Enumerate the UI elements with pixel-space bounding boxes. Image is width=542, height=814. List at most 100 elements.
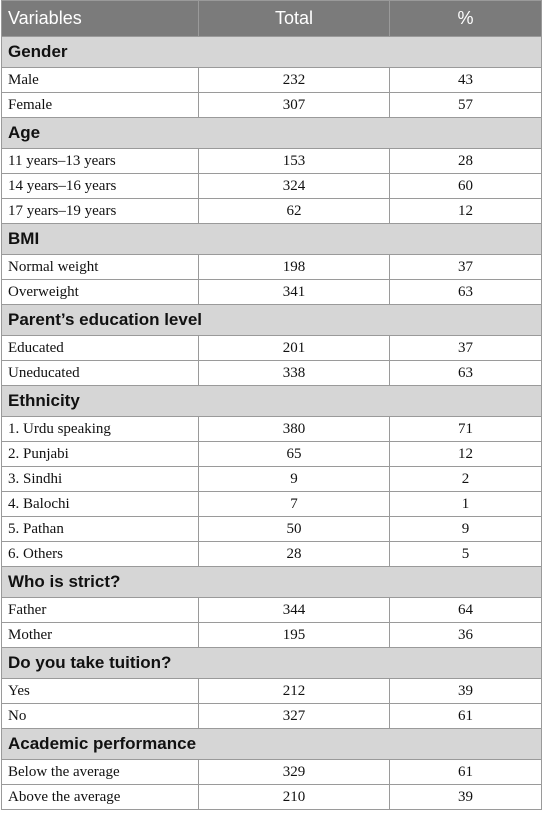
row-label: 3. Sindhi	[1, 466, 199, 492]
row-percent: 63	[389, 279, 542, 305]
row-label: No	[1, 703, 199, 729]
row-total: 344	[198, 597, 390, 623]
section-title: Age	[1, 117, 542, 149]
table-row: 11 years–13 years 153 28	[1, 148, 542, 174]
row-label: Uneducated	[1, 360, 199, 386]
table-row: 1. Urdu speaking 380 71	[1, 416, 542, 442]
section-title: Academic performance	[1, 728, 542, 760]
row-total: 307	[198, 92, 390, 118]
section-row: Do you take tuition?	[1, 647, 542, 679]
row-percent: 43	[389, 67, 542, 93]
row-percent: 71	[389, 416, 542, 442]
row-total: 50	[198, 516, 390, 542]
header-row: Variables Total %	[1, 0, 542, 37]
row-percent: 37	[389, 254, 542, 280]
row-total: 153	[198, 148, 390, 174]
row-percent: 9	[389, 516, 542, 542]
row-total: 329	[198, 759, 390, 785]
table-row: Above the average 210 39	[1, 784, 542, 810]
row-percent: 64	[389, 597, 542, 623]
row-total: 212	[198, 678, 390, 704]
row-total: 324	[198, 173, 390, 199]
row-label: 5. Pathan	[1, 516, 199, 542]
table-row: 4. Balochi 7 1	[1, 491, 542, 517]
row-percent: 1	[389, 491, 542, 517]
row-percent: 63	[389, 360, 542, 386]
row-percent: 2	[389, 466, 542, 492]
section-title: Do you take tuition?	[1, 647, 542, 679]
row-percent: 28	[389, 148, 542, 174]
row-percent: 61	[389, 703, 542, 729]
section-row: Academic performance	[1, 728, 542, 760]
row-total: 232	[198, 67, 390, 93]
table-row: Normal weight 198 37	[1, 254, 542, 280]
row-label: Male	[1, 67, 199, 93]
row-label: Female	[1, 92, 199, 118]
row-label: Above the average	[1, 784, 199, 810]
section-row: Age	[1, 117, 542, 149]
row-percent: 5	[389, 541, 542, 567]
table-row: 17 years–19 years 62 12	[1, 198, 542, 224]
row-total: 201	[198, 335, 390, 361]
header-percent: %	[389, 0, 542, 37]
row-label: 17 years–19 years	[1, 198, 199, 224]
row-label: 14 years–16 years	[1, 173, 199, 199]
row-label: Below the average	[1, 759, 199, 785]
table-row: Female 307 57	[1, 92, 542, 118]
row-percent: 36	[389, 622, 542, 648]
row-label: 2. Punjabi	[1, 441, 199, 467]
row-percent: 61	[389, 759, 542, 785]
table-row: 3. Sindhi 9 2	[1, 466, 542, 492]
row-total: 341	[198, 279, 390, 305]
row-label: Mother	[1, 622, 199, 648]
row-percent: 57	[389, 92, 542, 118]
row-label: Father	[1, 597, 199, 623]
row-percent: 12	[389, 441, 542, 467]
section-title: Ethnicity	[1, 385, 542, 417]
row-label: Overweight	[1, 279, 199, 305]
section-row: BMI	[1, 223, 542, 255]
table-header: Variables Total %	[1, 0, 542, 37]
row-percent: 60	[389, 173, 542, 199]
row-total: 210	[198, 784, 390, 810]
table-row: Below the average 329 61	[1, 759, 542, 785]
section-title: BMI	[1, 223, 542, 255]
row-total: 195	[198, 622, 390, 648]
row-percent: 39	[389, 678, 542, 704]
row-label: Yes	[1, 678, 199, 704]
table-row: Father 344 64	[1, 597, 542, 623]
section-row: Who is strict?	[1, 566, 542, 598]
table-row: 14 years–16 years 324 60	[1, 173, 542, 199]
row-label: Normal weight	[1, 254, 199, 280]
row-percent: 12	[389, 198, 542, 224]
section-title: Gender	[1, 36, 542, 68]
section-row: Ethnicity	[1, 385, 542, 417]
section-title: Who is strict?	[1, 566, 542, 598]
table-body: Gender Male 232 43 Female 307 57 Age 11 years–13…	[1, 36, 542, 810]
row-total: 198	[198, 254, 390, 280]
row-label: Educated	[1, 335, 199, 361]
section-row: Parent’s education level	[1, 304, 542, 336]
row-total: 327	[198, 703, 390, 729]
header-total: Total	[198, 0, 390, 37]
table-row: 6. Others 28 5	[1, 541, 542, 567]
row-total: 338	[198, 360, 390, 386]
row-label: 1. Urdu speaking	[1, 416, 199, 442]
row-label: 4. Balochi	[1, 491, 199, 517]
row-percent: 37	[389, 335, 542, 361]
table-row: 5. Pathan 50 9	[1, 516, 542, 542]
table-row: Yes 212 39	[1, 678, 542, 704]
section-row: Gender	[1, 36, 542, 68]
table-row: No 327 61	[1, 703, 542, 729]
table-row: Male 232 43	[1, 67, 542, 93]
row-total: 65	[198, 441, 390, 467]
table-row: Mother 195 36	[1, 622, 542, 648]
table-row: Uneducated 338 63	[1, 360, 542, 386]
row-total: 62	[198, 198, 390, 224]
section-title: Parent’s education level	[1, 304, 542, 336]
row-total: 28	[198, 541, 390, 567]
table-row: Overweight 341 63	[1, 279, 542, 305]
table-row: Educated 201 37	[1, 335, 542, 361]
row-percent: 39	[389, 784, 542, 810]
